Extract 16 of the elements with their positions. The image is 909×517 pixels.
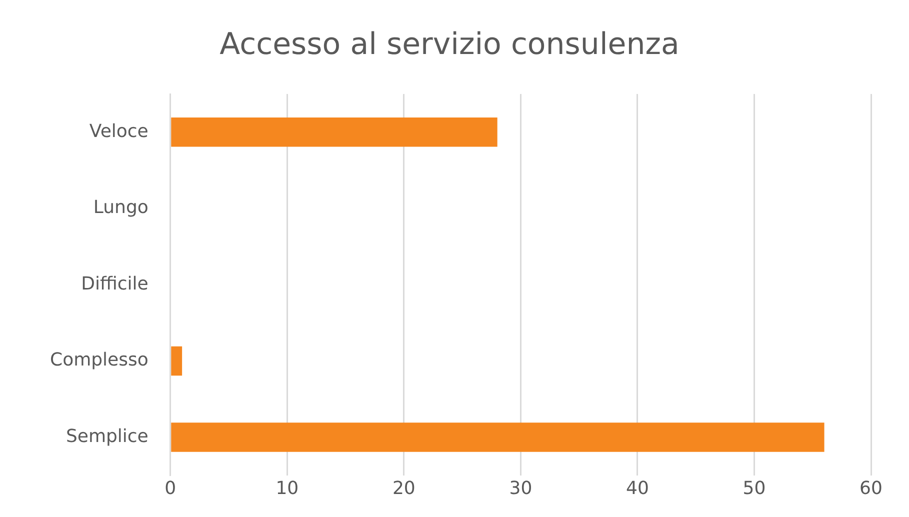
x-tick-label: 60 bbox=[860, 478, 882, 499]
y-tick-label: Lungo bbox=[93, 197, 148, 218]
chart-title: Accesso al servizio consulenza bbox=[220, 26, 680, 62]
x-tick-label: 50 bbox=[742, 478, 766, 499]
bar bbox=[171, 346, 182, 376]
y-tick-label: Complesso bbox=[50, 350, 148, 371]
bar bbox=[171, 422, 824, 452]
x-tick-label: 30 bbox=[509, 478, 532, 499]
x-tick-label: 0 bbox=[164, 478, 176, 499]
y-tick-label: Semplice bbox=[66, 426, 148, 447]
x-tick-label: 20 bbox=[392, 478, 416, 499]
bar bbox=[171, 117, 498, 147]
y-tick-label: Difficile bbox=[81, 273, 148, 294]
y-tick-label: Veloce bbox=[89, 120, 148, 142]
x-tick-label: 40 bbox=[626, 478, 649, 499]
x-tick-label: 10 bbox=[276, 478, 299, 499]
